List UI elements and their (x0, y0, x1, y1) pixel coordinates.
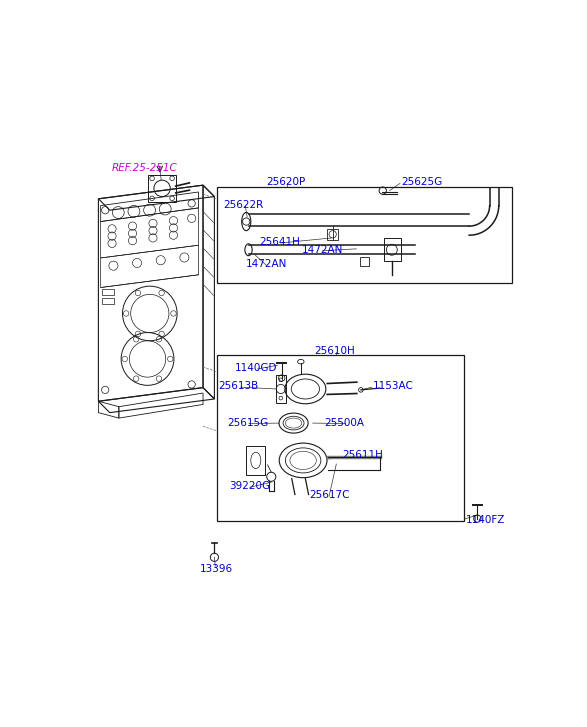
Text: 1140GD: 1140GD (235, 363, 278, 373)
Text: 25500A: 25500A (325, 417, 365, 427)
Text: 25625G: 25625G (401, 177, 442, 188)
Text: REF.25-251C: REF.25-251C (112, 163, 178, 173)
Bar (384, 238, 401, 261)
Text: 25615G: 25615G (227, 417, 268, 427)
Text: 25622R: 25622R (224, 200, 264, 210)
Bar (102, 298, 114, 305)
Text: 25617C: 25617C (309, 491, 349, 500)
Text: 13396: 13396 (200, 564, 233, 574)
Text: 39220G: 39220G (229, 481, 270, 491)
Text: 1472AN: 1472AN (245, 260, 286, 269)
Text: 1472AN: 1472AN (302, 245, 343, 254)
Bar (360, 257, 369, 265)
Bar (247, 446, 265, 475)
Bar (217, 356, 464, 521)
Text: 25611H: 25611H (343, 451, 383, 460)
Text: 25641H: 25641H (259, 237, 300, 247)
Text: 25610H: 25610H (315, 346, 355, 356)
Bar (276, 375, 286, 403)
Bar (327, 229, 338, 240)
Bar (149, 174, 176, 202)
Text: 25620P: 25620P (266, 177, 306, 188)
Text: 25613B: 25613B (218, 381, 258, 391)
Text: 1153AC: 1153AC (373, 381, 414, 391)
Bar (217, 187, 512, 283)
Text: 1140FZ: 1140FZ (465, 515, 505, 525)
Bar (102, 289, 114, 295)
